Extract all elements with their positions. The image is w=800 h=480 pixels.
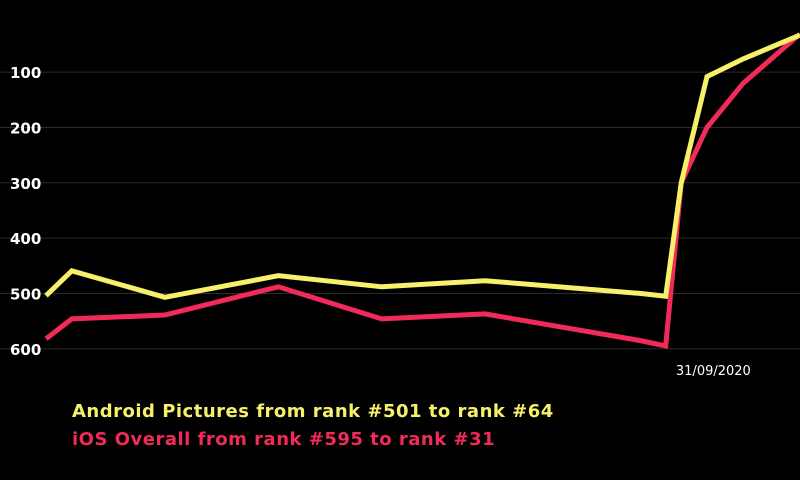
series-line-android (44, 32, 800, 300)
y-tick-label-200: 200 (10, 119, 41, 137)
grid-layer (0, 71, 800, 350)
y-tick-label-400: 400 (10, 230, 41, 248)
legend-item-android: Android Pictures from rank #501 to rank … (72, 401, 554, 422)
series-line-ios (44, 32, 800, 350)
x-axis: 31/09/2020 (676, 364, 751, 379)
y-axis: 100 200 300 400 500 600 (10, 64, 41, 359)
x-tick-label-0: 31/09/2020 (676, 364, 751, 379)
y-tick-label-500: 500 (10, 285, 41, 303)
legend-item-ios: iOS Overall from rank #595 to rank #31 (72, 429, 496, 450)
y-tick-label-600: 600 (10, 341, 41, 359)
series-layer (44, 32, 800, 350)
y-tick-label-300: 300 (10, 175, 41, 193)
y-tick-label-100: 100 (10, 64, 41, 82)
legend: Android Pictures from rank #501 to rank … (72, 398, 554, 454)
